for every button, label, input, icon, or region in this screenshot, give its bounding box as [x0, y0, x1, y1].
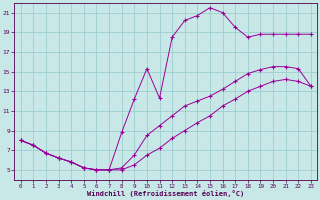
X-axis label: Windchill (Refroidissement éolien,°C): Windchill (Refroidissement éolien,°C) — [87, 190, 244, 197]
